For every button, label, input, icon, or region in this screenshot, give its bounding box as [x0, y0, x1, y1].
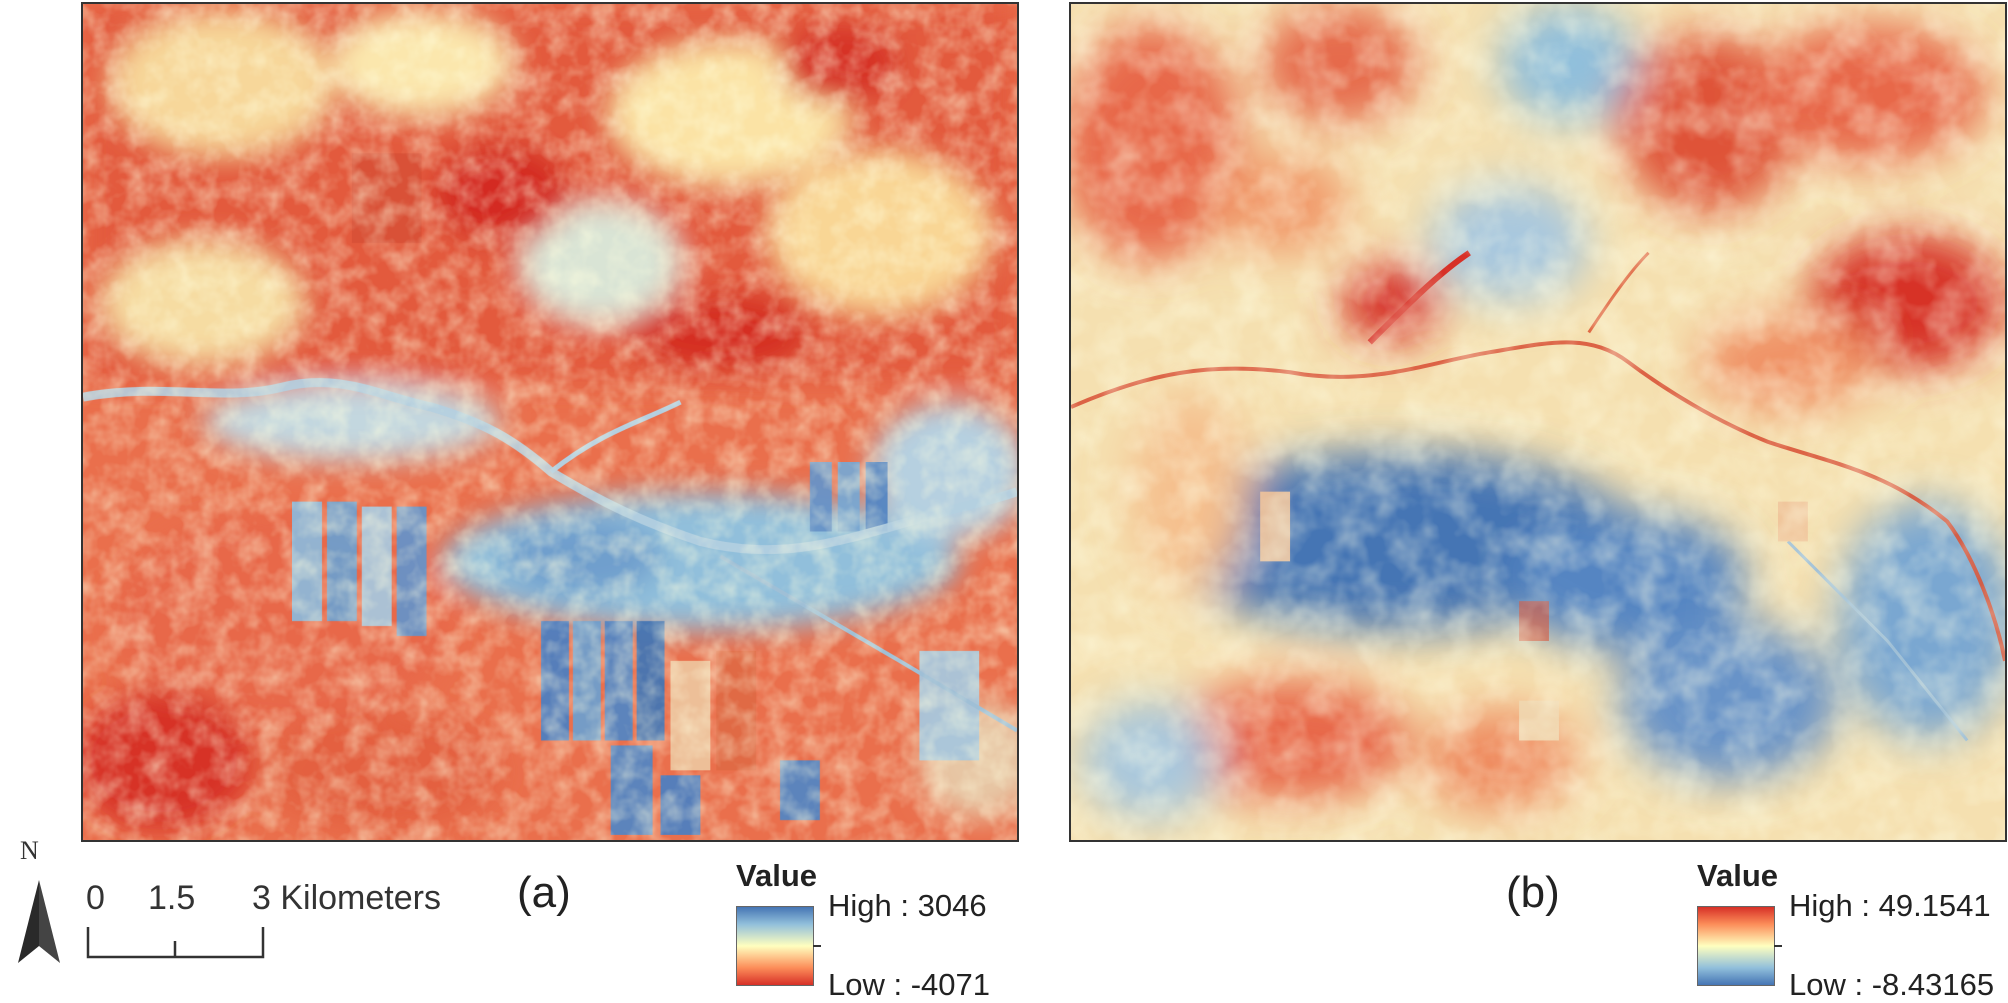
legend-b: Value High : 49.1541 Low : -8.43165: [1697, 858, 2008, 1002]
map-panel-b: [1069, 2, 2007, 842]
legend-low-value: Low : -8.43165: [1789, 967, 1995, 1002]
legend-title: Value: [736, 858, 817, 893]
panel-label-b: (b): [1506, 868, 1560, 917]
legend-a: Value High : 3046 Low : -4071: [736, 858, 1066, 1002]
north-label: N: [20, 836, 39, 865]
scale-line: [86, 927, 265, 959]
legend-color-ramp: [1697, 906, 1782, 986]
scale-label-0: 0: [86, 879, 105, 917]
legend-high-value: High : 3046: [828, 888, 987, 923]
legend-low-value: Low : -4071: [828, 967, 990, 1002]
scale-label-2: 3 Kilometers: [252, 879, 441, 917]
legend-color-ramp: [736, 906, 821, 986]
scale-label-1: 1.5: [148, 879, 196, 917]
map-b-raster: [1071, 4, 2005, 840]
map-a-raster: [83, 4, 1017, 840]
scale-bar: 0 1.5 3 Kilometers: [86, 875, 476, 965]
map-panel-a: [81, 2, 1019, 842]
legend-title: Value: [1697, 858, 1778, 893]
legend-high-value: High : 49.1541: [1789, 888, 1991, 923]
panel-label-a: (a): [517, 868, 571, 917]
north-arrow-icon: [14, 838, 64, 968]
